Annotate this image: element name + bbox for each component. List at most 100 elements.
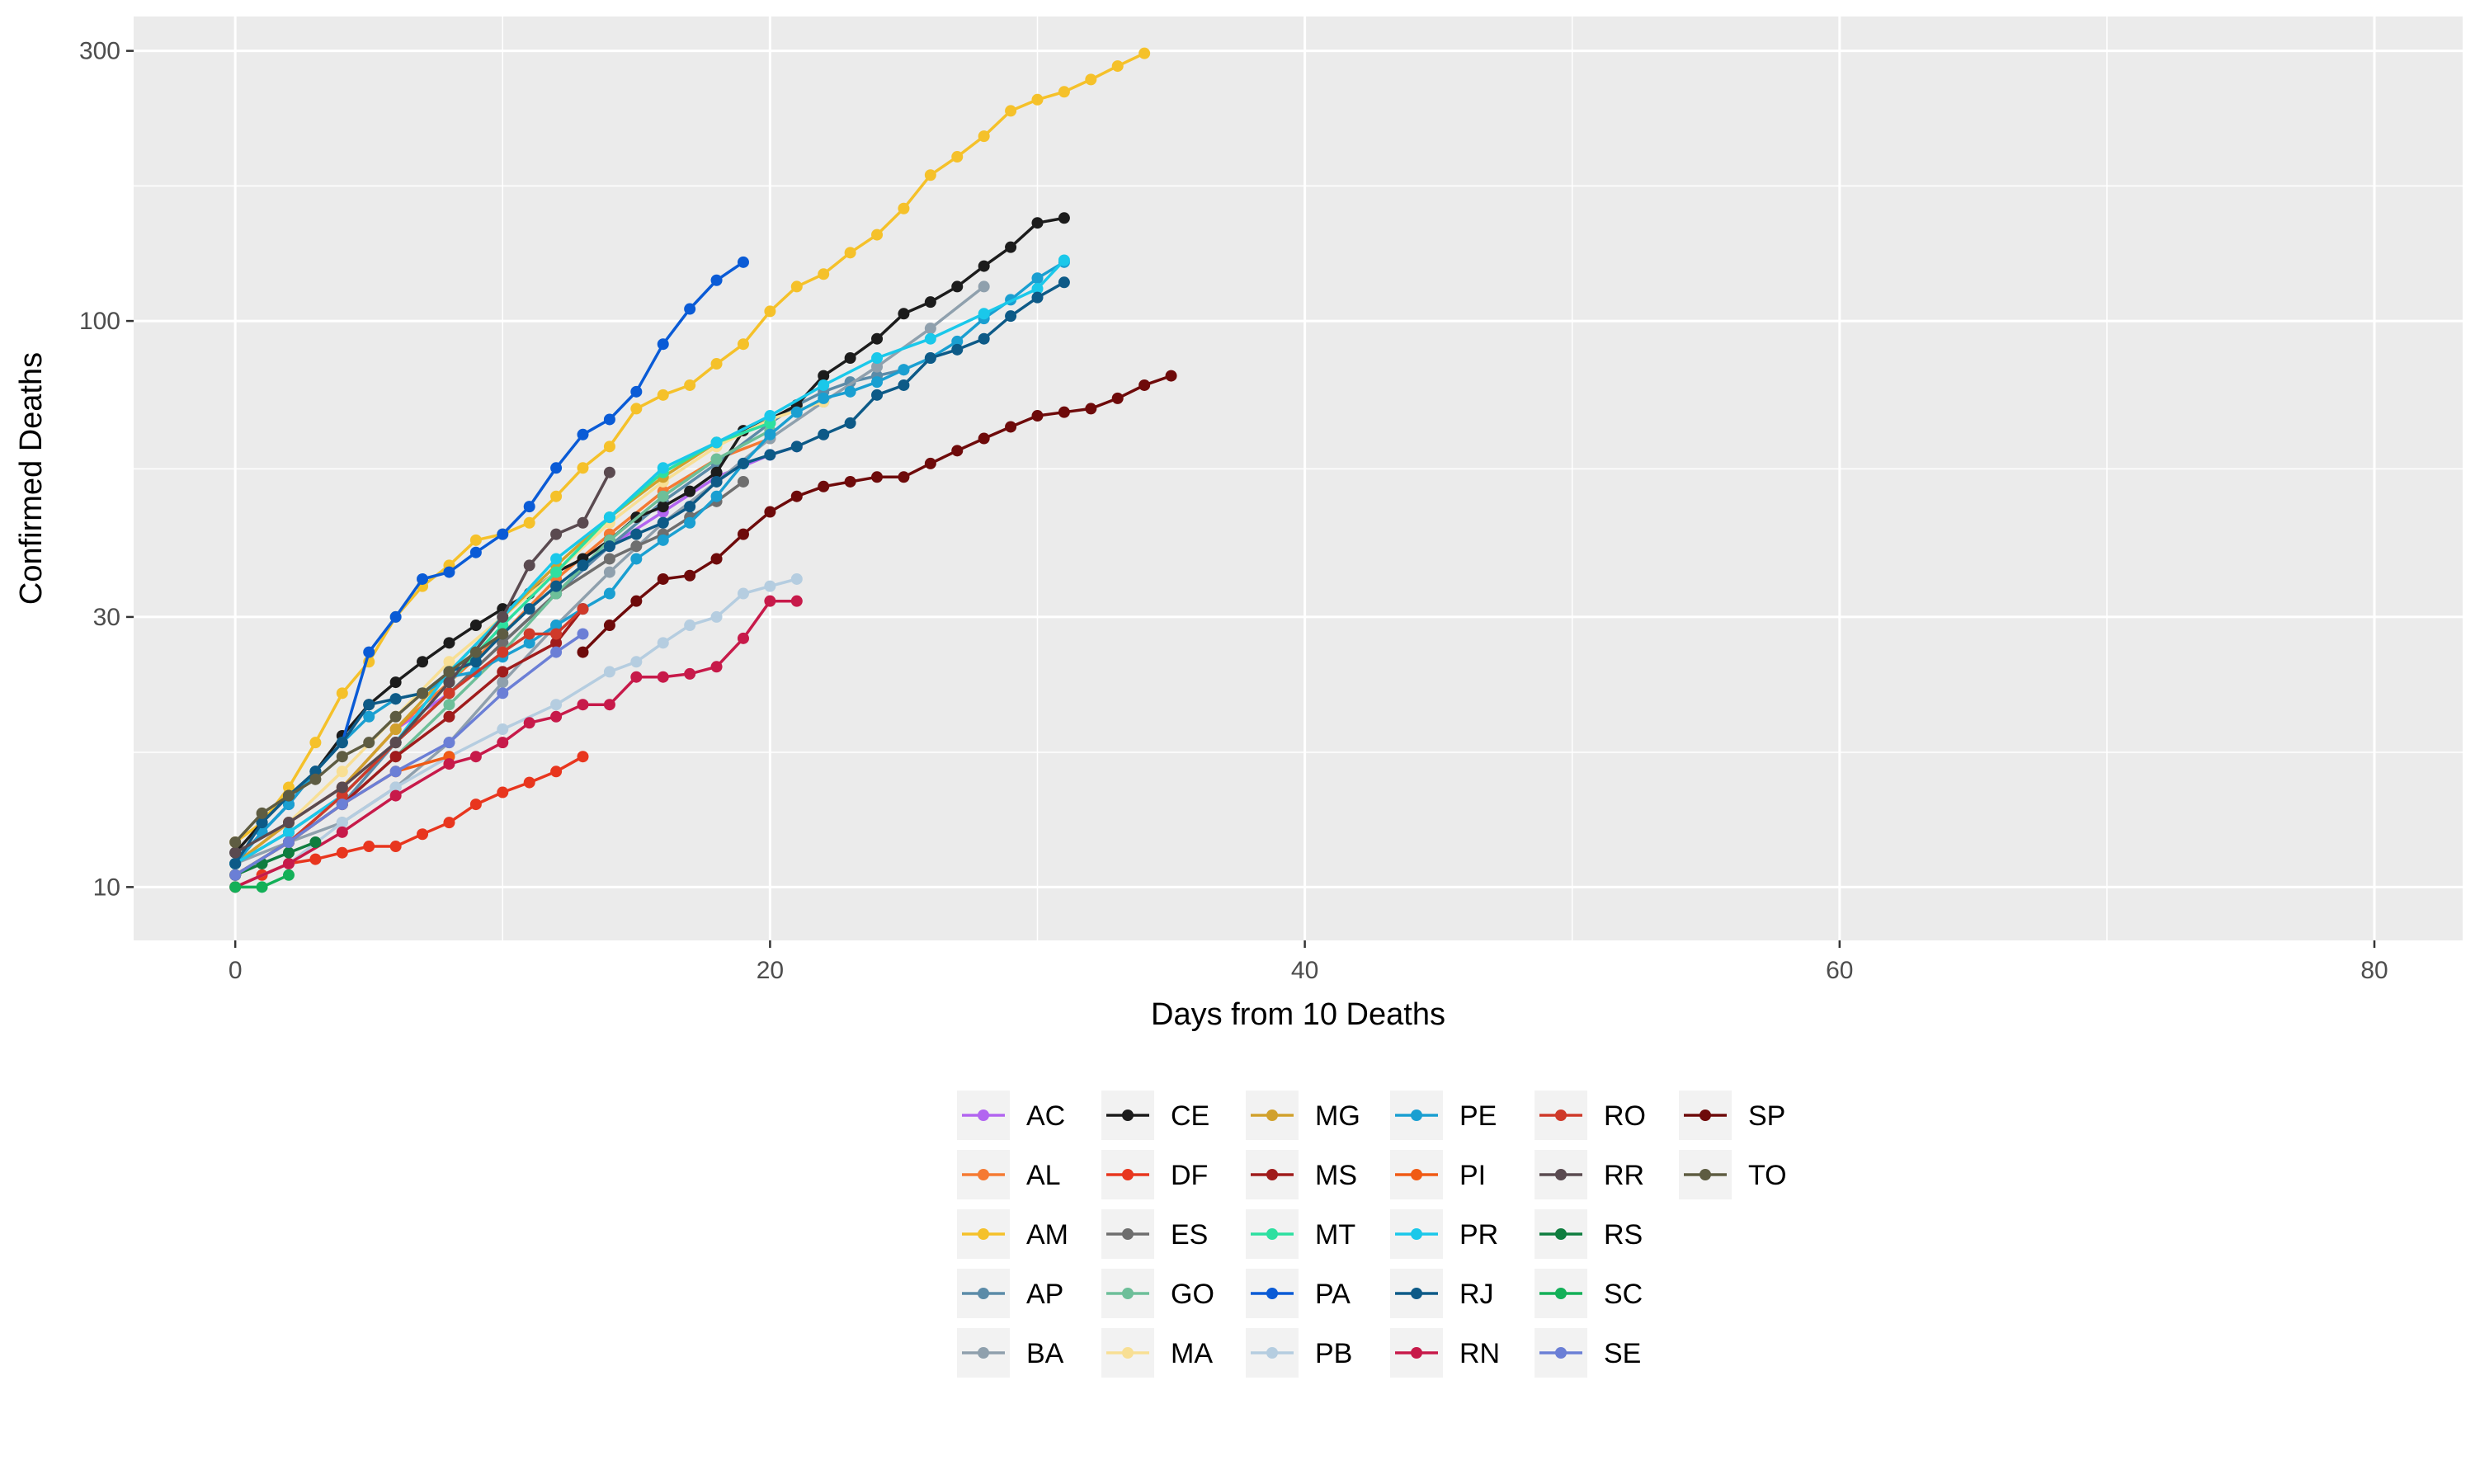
data-point [657, 671, 669, 683]
legend-label: MT [1315, 1219, 1355, 1251]
data-point [898, 471, 910, 483]
legend-item-ms: MS [1246, 1150, 1357, 1199]
data-point [497, 737, 509, 749]
data-point [603, 553, 615, 565]
data-point [1058, 254, 1070, 266]
data-point [497, 610, 509, 623]
data-point [363, 699, 375, 711]
data-point [710, 453, 723, 465]
legend-item-pr: PR [1390, 1209, 1498, 1259]
data-point [818, 379, 830, 391]
data-point [1031, 93, 1044, 106]
data-point [684, 667, 696, 680]
data-point [630, 671, 643, 683]
data-point [951, 445, 964, 457]
data-point [497, 637, 509, 649]
legend-key-point [1700, 1169, 1711, 1180]
legend-label: SP [1748, 1100, 1785, 1132]
data-point [336, 799, 348, 811]
data-point [389, 610, 402, 623]
legend-item-ba: BA [957, 1328, 1064, 1378]
data-point [764, 506, 776, 518]
data-point [282, 846, 295, 859]
data-point [978, 280, 990, 293]
data-point [256, 881, 268, 893]
minor-gridlines [134, 16, 2463, 940]
data-point [737, 632, 749, 644]
data-point [443, 758, 455, 770]
legend-label: MS [1315, 1160, 1357, 1191]
x-tick-label: 80 [2360, 957, 2388, 984]
legend-key-point [1122, 1228, 1134, 1240]
legend-key-point [1266, 1109, 1278, 1121]
data-point [282, 869, 295, 881]
data-point [871, 228, 884, 241]
data-point [871, 360, 884, 373]
data-point [1005, 105, 1017, 117]
data-point [951, 280, 964, 293]
data-point [1085, 73, 1097, 86]
data-point [336, 766, 348, 778]
data-point [577, 628, 589, 640]
legend-label: RN [1459, 1338, 1500, 1369]
y-axis-title: Confirmed Deaths [14, 352, 49, 605]
data-point [550, 490, 563, 502]
data-point [336, 846, 348, 859]
data-point [924, 457, 936, 469]
y-tick-label: 100 [79, 308, 120, 335]
data-point [550, 553, 563, 565]
data-point [550, 620, 563, 632]
data-point [1005, 310, 1017, 323]
data-point [550, 462, 563, 474]
data-point [818, 392, 830, 404]
legend-item-ap: AP [957, 1269, 1063, 1318]
data-point [336, 817, 348, 829]
data-point [497, 628, 509, 640]
data-point [577, 462, 589, 474]
data-point [1031, 291, 1044, 304]
data-point [577, 603, 589, 615]
data-point [924, 169, 936, 181]
data-point [577, 559, 589, 572]
legend-key-point [1122, 1109, 1134, 1121]
data-point [978, 260, 990, 272]
data-point [1165, 370, 1177, 382]
legend-label: AP [1026, 1279, 1063, 1310]
data-point [684, 569, 696, 582]
series-line-rn [234, 599, 797, 889]
data-point [550, 580, 563, 592]
data-point [657, 501, 669, 513]
legend-item-mg: MG [1246, 1091, 1360, 1140]
data-point [577, 516, 589, 529]
data-point [256, 807, 268, 819]
data-point [978, 130, 990, 143]
data-point [951, 343, 964, 356]
data-point [657, 462, 669, 474]
legend-label: MA [1171, 1338, 1213, 1369]
data-point [389, 710, 402, 723]
data-point [577, 699, 589, 711]
legend-item-df: DF [1101, 1150, 1208, 1199]
data-point [1031, 283, 1044, 295]
y-tick-label: 300 [79, 38, 120, 65]
data-point [924, 332, 936, 345]
data-point [229, 881, 242, 893]
data-point [737, 457, 749, 469]
data-point [790, 406, 803, 418]
data-point [309, 773, 322, 785]
data-point [443, 737, 455, 749]
legend-item-sc: SC [1534, 1269, 1643, 1318]
series-se [229, 628, 589, 881]
axes: 0 20 40 60 80 10 30 100 300 [79, 38, 2388, 984]
data-point [764, 428, 776, 440]
data-point [630, 595, 643, 607]
data-point [603, 699, 615, 711]
major-gridlines [134, 16, 2463, 940]
data-point [336, 751, 348, 763]
data-point [282, 799, 295, 811]
data-point [282, 781, 295, 794]
x-tick-label: 0 [229, 957, 243, 984]
data-point [443, 699, 455, 711]
x-tick-label: 40 [1291, 957, 1318, 984]
data-point [443, 637, 455, 649]
